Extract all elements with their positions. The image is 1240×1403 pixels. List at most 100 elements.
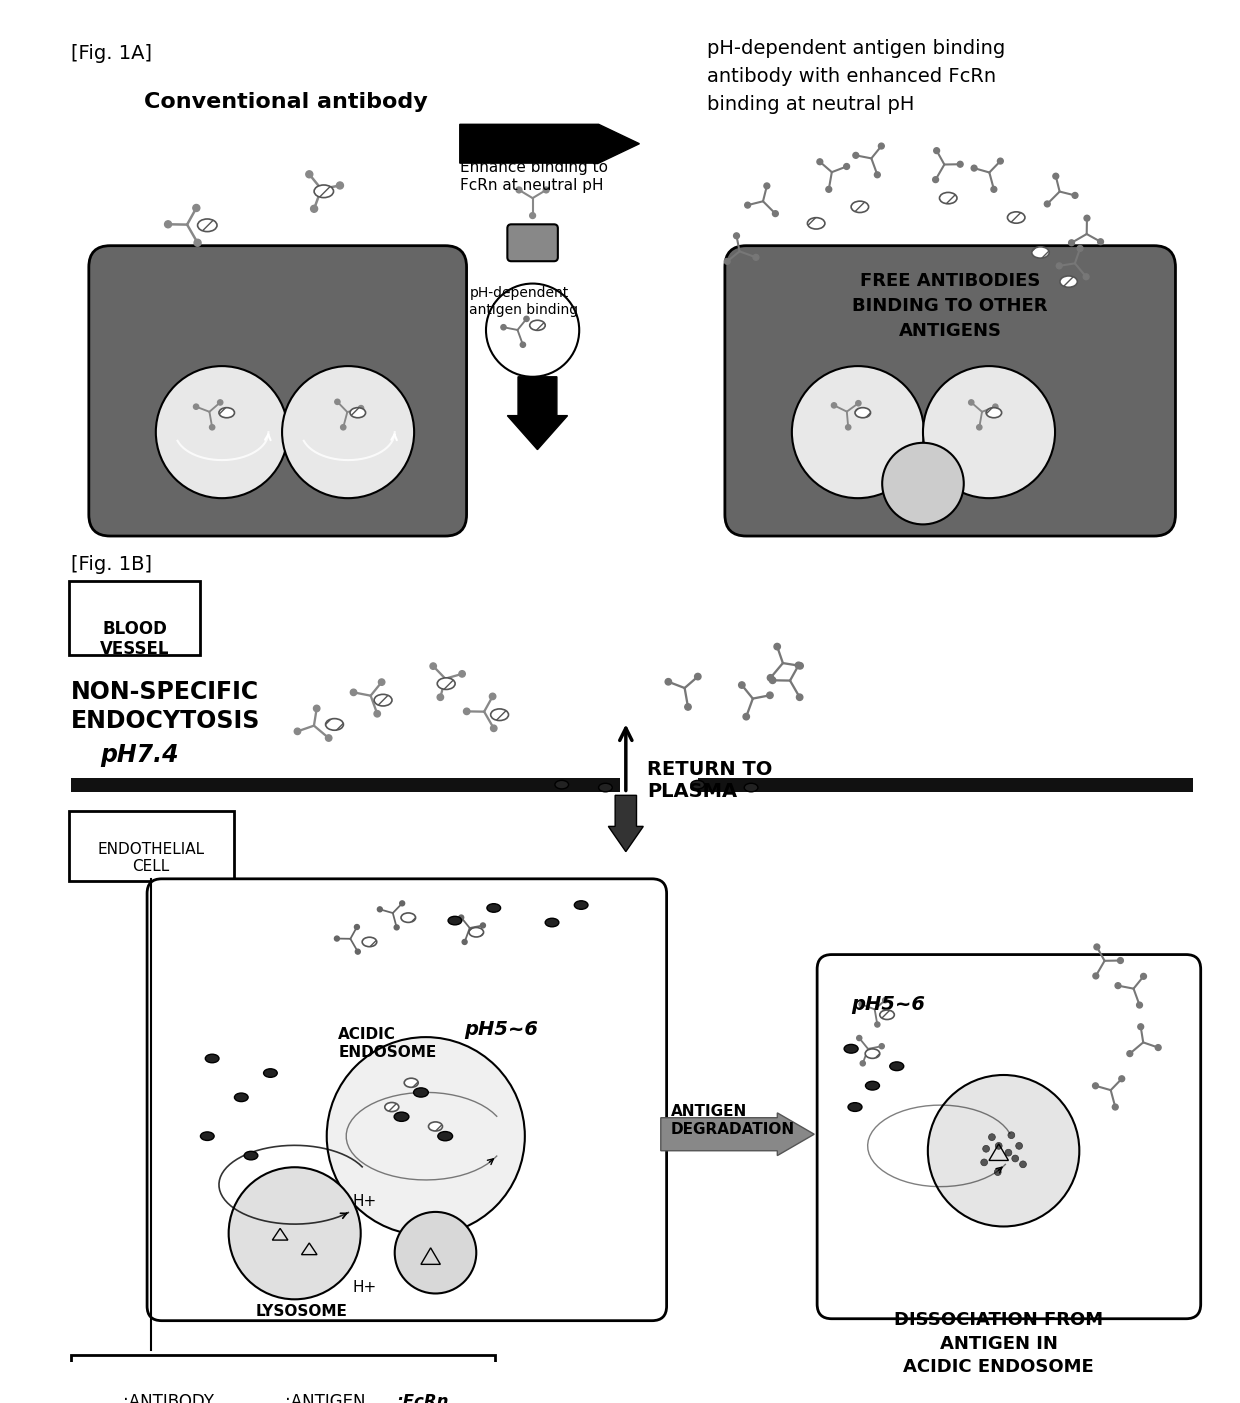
Circle shape [874,1021,880,1027]
Circle shape [1138,1024,1143,1030]
Ellipse shape [856,408,870,418]
Ellipse shape [940,192,957,203]
Text: H+: H+ [353,1194,377,1209]
Ellipse shape [314,185,334,198]
Circle shape [993,404,998,410]
Circle shape [326,1037,525,1235]
Circle shape [859,1002,864,1007]
Ellipse shape [362,937,377,947]
Circle shape [377,906,382,912]
Circle shape [459,671,465,678]
Ellipse shape [487,904,501,912]
FancyBboxPatch shape [725,246,1176,536]
Text: H+: H+ [353,1280,377,1295]
Circle shape [501,324,506,330]
Circle shape [306,171,312,178]
Ellipse shape [373,1396,391,1403]
Text: pH-dependent
antigen binding: pH-dependent antigen binding [470,286,579,317]
Circle shape [1084,215,1090,222]
Ellipse shape [414,1087,428,1097]
Circle shape [724,258,730,264]
Ellipse shape [807,217,825,229]
Circle shape [310,205,317,212]
FancyArrow shape [460,125,640,163]
Circle shape [753,254,759,260]
Ellipse shape [206,1054,219,1062]
FancyBboxPatch shape [148,878,667,1320]
Circle shape [853,153,859,159]
Circle shape [374,710,381,717]
Circle shape [982,1145,990,1152]
Circle shape [1112,1104,1118,1110]
Circle shape [968,400,973,405]
Circle shape [165,220,171,227]
Circle shape [430,664,436,669]
Circle shape [826,187,832,192]
Ellipse shape [429,1122,443,1131]
Circle shape [923,366,1055,498]
Circle shape [112,1364,119,1372]
Circle shape [774,644,780,650]
Ellipse shape [384,1103,399,1111]
Circle shape [193,404,198,410]
Circle shape [529,213,536,219]
Circle shape [665,679,672,685]
Ellipse shape [546,918,559,927]
Circle shape [846,425,851,429]
Circle shape [932,177,939,182]
Circle shape [883,998,888,1003]
Ellipse shape [234,1093,248,1101]
Circle shape [694,673,701,680]
Circle shape [281,366,414,498]
Ellipse shape [879,1010,894,1020]
Circle shape [861,1061,866,1066]
Ellipse shape [326,718,343,730]
Ellipse shape [1032,247,1049,258]
Circle shape [438,694,444,700]
Circle shape [1156,1045,1161,1051]
Circle shape [1016,1142,1023,1149]
Circle shape [210,425,215,429]
Circle shape [817,159,823,164]
FancyBboxPatch shape [72,1355,495,1403]
Circle shape [1137,1002,1142,1007]
Text: pH7.4: pH7.4 [100,742,179,767]
Circle shape [734,233,739,239]
FancyBboxPatch shape [69,811,233,881]
Circle shape [928,1075,1079,1226]
Text: pH5~6: pH5~6 [851,995,925,1014]
Circle shape [1094,944,1100,950]
Circle shape [1069,240,1075,246]
Ellipse shape [574,901,588,909]
FancyArrow shape [661,1113,815,1156]
Circle shape [843,164,849,170]
Ellipse shape [438,1132,453,1141]
Text: :ANTIGEN: :ANTIGEN [285,1393,366,1403]
Circle shape [766,692,774,699]
Ellipse shape [244,1152,258,1160]
Text: pH-dependent antigen binding
antibody with enhanced FcRn
binding at neutral pH: pH-dependent antigen binding antibody wi… [707,39,1006,114]
Text: ENDOTHELIAL
CELL: ENDOTHELIAL CELL [98,842,205,874]
Ellipse shape [438,678,455,689]
Circle shape [856,401,861,405]
Circle shape [879,1044,884,1049]
Circle shape [516,187,522,192]
Ellipse shape [1060,276,1078,288]
Circle shape [773,210,779,216]
Circle shape [739,682,745,689]
Circle shape [684,704,691,710]
Ellipse shape [986,408,1002,418]
Text: DISSOCIATION FROM
ANTIGEN IN
ACIDIC ENDOSOME: DISSOCIATION FROM ANTIGEN IN ACIDIC ENDO… [894,1310,1104,1376]
Circle shape [335,400,340,404]
Ellipse shape [848,1103,862,1111]
Text: ACIDIC
ENDOSOME: ACIDIC ENDOSOME [339,1027,436,1059]
Ellipse shape [844,1044,858,1054]
Ellipse shape [197,219,217,231]
Ellipse shape [866,1082,879,1090]
Ellipse shape [744,783,758,791]
Text: pH5~6: pH5~6 [465,1020,538,1038]
Circle shape [1006,1149,1012,1156]
Circle shape [1019,1160,1027,1167]
Circle shape [1012,1155,1018,1162]
Circle shape [1044,201,1050,206]
